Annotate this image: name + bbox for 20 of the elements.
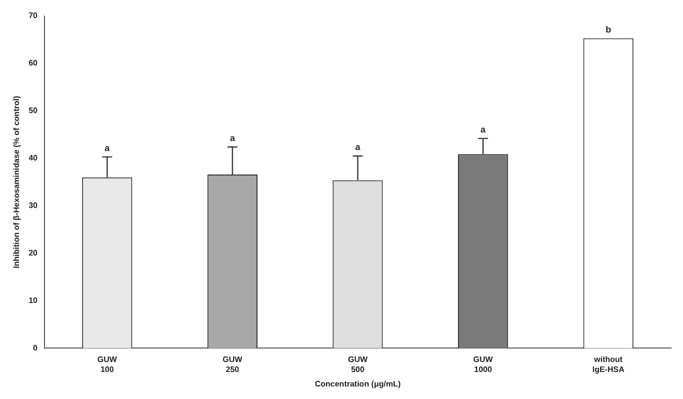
y-tick-label: 0	[33, 343, 38, 352]
annotation: a	[355, 142, 362, 152]
x-tick-label: GUW 500	[348, 355, 368, 374]
y-tick-label: 40	[28, 154, 38, 163]
annotation: a	[480, 124, 487, 134]
y-tick-label: 10	[28, 296, 38, 305]
y-tick-label: 60	[28, 58, 38, 68]
annotation: a	[230, 132, 236, 143]
annotation: a	[104, 142, 111, 153]
y-tick-label: 70	[28, 11, 38, 20]
x-tick-label: GUW 250	[222, 355, 243, 374]
annotation: b	[606, 24, 612, 34]
y-tick-label: 50	[28, 106, 38, 116]
x-tick-label: GUW 100	[97, 355, 118, 374]
x-tick-label: GUW 1000	[473, 355, 494, 374]
y-tick-label: 20	[28, 248, 38, 258]
x-tick-label: without IgE-HSA	[592, 355, 625, 374]
y-tick-label: 30	[28, 201, 38, 210]
x-axis-title: Concentration (μg/mL)	[314, 379, 401, 388]
y-axis-title: Inhibition of β-Hexosaminidase (% of control)	[12, 96, 22, 268]
